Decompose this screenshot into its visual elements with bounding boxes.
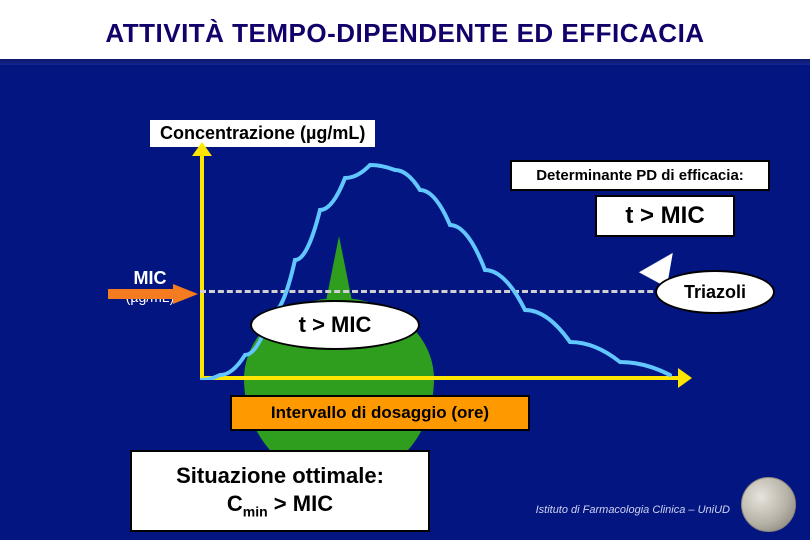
y-axis-label: Concentrazione (µg/mL): [150, 120, 375, 147]
title-underline: [0, 59, 810, 65]
footer-credit: Istituto di Farmacologia Clinica – UniUD: [536, 504, 730, 516]
tmic-bubble: t > MIC: [250, 300, 420, 350]
optimal-line1: Situazione ottimale:: [176, 463, 384, 488]
mic-arrow-icon: [108, 284, 198, 304]
optimal-c: C: [227, 491, 243, 516]
optimal-suffix: > MIC: [268, 491, 333, 516]
page-title: ATTIVITÀ TEMPO-DIPENDENTE ED EFFICACIA: [0, 0, 810, 59]
x-axis-label: Intervallo di dosaggio (ore): [230, 395, 530, 431]
optimal-situation-box: Situazione ottimale: Cmin > MIC: [130, 450, 430, 532]
pk-curve-chart: [200, 150, 680, 380]
institution-logo-icon: [741, 477, 796, 532]
x-axis-arrow-icon: [678, 368, 692, 388]
triazoli-callout: Triazoli: [655, 270, 775, 314]
optimal-sub: min: [243, 503, 268, 519]
